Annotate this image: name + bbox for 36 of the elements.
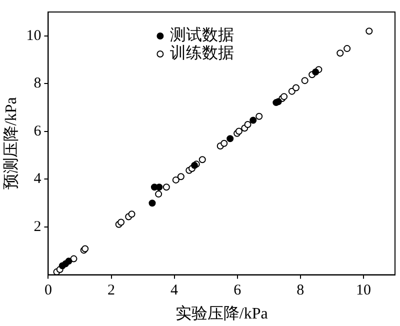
x-tick-label: 8 [296,282,304,299]
point [155,190,162,198]
point [65,258,72,265]
point [250,116,257,124]
y-tick-label: 8 [34,76,42,92]
point [220,140,228,147]
point [172,176,180,184]
x-axis-title: 实验压降/kPa [175,304,268,323]
legend-label: 测试数据 [170,26,234,44]
x-tick-label: 0 [44,282,52,299]
point [198,156,206,164]
point [336,50,344,57]
y-axis-title: 预测压降/kPa [2,97,20,190]
point [292,84,300,92]
y-tick-label: 2 [34,218,42,235]
point [344,45,351,52]
x-tick-label: 4 [170,282,179,299]
point [312,68,320,76]
y-tick-label: 10 [26,28,42,44]
point [148,200,156,207]
x-tick-label: 6 [234,282,242,299]
y-tick-label: 6 [34,123,42,140]
x-tick-label: 2 [108,282,116,299]
point [156,184,163,191]
point [118,218,125,226]
point [162,184,170,191]
point [226,135,234,142]
point [366,28,373,35]
point [177,173,184,180]
point [244,121,252,128]
point [301,77,308,84]
x-tick-label: 10 [356,282,371,299]
point [256,112,263,120]
y-tick-label: 4 [34,171,42,188]
legend-label: 训练数据 [170,44,234,62]
point [128,210,136,218]
